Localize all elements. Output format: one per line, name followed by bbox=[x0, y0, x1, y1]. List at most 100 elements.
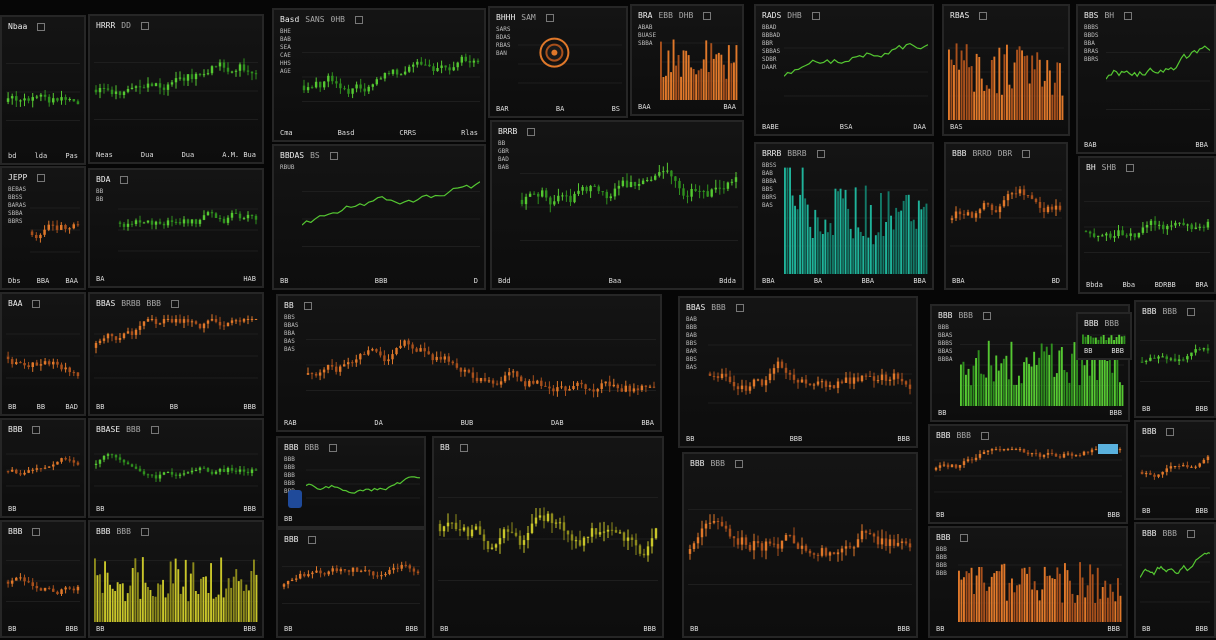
close-icon[interactable] bbox=[1186, 529, 1195, 538]
chart-area[interactable] bbox=[94, 34, 258, 148]
chart-area[interactable] bbox=[958, 546, 1122, 622]
chart-panel-p6[interactable]: RADS DHB BBAD BBBAD BBR SBBAS SDBR DAAR BABE BSA D… bbox=[754, 4, 934, 136]
chart-panel-p34[interactable]: BBB BB BBB bbox=[1134, 420, 1216, 520]
close-icon[interactable] bbox=[545, 13, 554, 22]
close-icon[interactable] bbox=[979, 11, 988, 20]
chart-area[interactable] bbox=[708, 316, 912, 432]
close-icon[interactable] bbox=[1166, 427, 1175, 436]
chart-area[interactable] bbox=[302, 28, 480, 126]
chart-area[interactable] bbox=[118, 188, 258, 272]
close-icon[interactable] bbox=[140, 21, 149, 30]
close-icon[interactable] bbox=[37, 22, 46, 31]
chart-panel-p22[interactable]: BBB BB bbox=[0, 418, 86, 518]
chart-panel-p8[interactable]: JEPP BEBAS BBSS BARAS SBBA BBRS Dbs BBA BAA bbox=[0, 166, 86, 290]
chart-area[interactable] bbox=[660, 24, 738, 100]
chart-area[interactable] bbox=[784, 24, 928, 120]
chart-area[interactable] bbox=[934, 444, 1122, 508]
close-icon[interactable] bbox=[150, 425, 159, 434]
close-icon[interactable] bbox=[354, 15, 363, 24]
chart-area[interactable] bbox=[94, 438, 258, 502]
close-icon[interactable] bbox=[37, 173, 46, 182]
chart-area[interactable] bbox=[688, 472, 912, 622]
chart-panel-p12[interactable]: BH SHB Bbda Bba BDRBB BRA bbox=[1078, 156, 1216, 294]
chart-panel-p19[interactable]: BBAS BBB BAB BBB BAB BBS BAR BBS BAS BB BBB BBB bbox=[678, 296, 918, 448]
close-icon[interactable] bbox=[120, 175, 129, 184]
chart-panel-p33[interactable]: BBB BBB BB BBB bbox=[1076, 312, 1132, 360]
close-icon[interactable] bbox=[32, 425, 41, 434]
chart-panel-p11[interactable]: BRRB BB GBR BAD BAB Bdd Baa Bdda bbox=[490, 120, 744, 290]
chart-area[interactable] bbox=[6, 540, 80, 622]
close-icon[interactable] bbox=[459, 443, 468, 452]
chart-panel-p25[interactable]: BB BB BBB bbox=[432, 436, 664, 638]
chart-panel-p26[interactable]: BBB BBB BB BBB bbox=[682, 452, 918, 638]
close-icon[interactable] bbox=[960, 533, 969, 542]
chart-area[interactable] bbox=[1082, 332, 1126, 344]
chart-panel-p18[interactable]: BB BBS BBAS BBA BAS BAS RAB DA BUB DAB BBA bbox=[276, 294, 662, 432]
chart-area[interactable] bbox=[520, 140, 738, 274]
close-icon[interactable] bbox=[32, 299, 41, 308]
chart-panel-p16[interactable]: BAA BB BB BAD bbox=[0, 292, 86, 416]
close-icon[interactable] bbox=[140, 527, 149, 536]
chart-area[interactable] bbox=[1106, 24, 1210, 138]
chart-area[interactable] bbox=[306, 314, 656, 416]
chart-area[interactable] bbox=[438, 456, 658, 622]
chart-area[interactable] bbox=[302, 164, 480, 274]
chart-area[interactable] bbox=[960, 324, 1124, 406]
chart-area[interactable] bbox=[282, 548, 420, 622]
close-icon[interactable] bbox=[811, 11, 820, 20]
chart-panel-p17[interactable]: BBAS BRBB BBB BB BB BBB bbox=[88, 292, 264, 416]
close-icon[interactable] bbox=[982, 311, 991, 320]
chart-panel-p1[interactable]: Nbaa bd lda Pas bbox=[0, 15, 86, 165]
chart-panel-p31[interactable]: BBB BBB BB BBB bbox=[928, 424, 1128, 524]
chart-area[interactable] bbox=[94, 312, 258, 400]
chart-area[interactable] bbox=[1084, 176, 1210, 278]
close-icon[interactable] bbox=[1186, 307, 1195, 316]
close-icon[interactable] bbox=[328, 443, 337, 452]
chart-area[interactable] bbox=[306, 456, 420, 512]
chart-panel-p5[interactable]: BRA EBB DHB ABAB BUASE SBBA BAA BAA bbox=[630, 4, 744, 116]
chart-area[interactable] bbox=[1140, 320, 1210, 402]
chart-area[interactable] bbox=[1140, 542, 1210, 622]
chart-panel-p7[interactable]: RBAS BAS bbox=[942, 4, 1070, 136]
close-icon[interactable] bbox=[1022, 149, 1031, 158]
chart-panel-p14[interactable]: BBB BRRD DBR BBA BD bbox=[944, 142, 1068, 290]
chart-panel-p28[interactable]: BBB BB BBB bbox=[0, 520, 86, 638]
chart-panel-p3[interactable]: Basd SANS 0HB BHE BAB SEA CAE HHS AGE Cma Basd CRRS… bbox=[272, 8, 486, 142]
close-icon[interactable] bbox=[329, 151, 338, 160]
close-icon[interactable] bbox=[170, 299, 179, 308]
chart-area[interactable] bbox=[6, 35, 80, 149]
close-icon[interactable] bbox=[980, 431, 989, 440]
chart-area[interactable] bbox=[6, 438, 80, 502]
chart-panel-p27[interactable]: BBB BBB BBB BBB BBB BB BBB bbox=[928, 526, 1128, 638]
chart-panel-p30[interactable]: BBB BB BBB bbox=[276, 528, 426, 638]
chart-panel-p13[interactable]: BRRB BBRB BBSS BAB BBBA BBS BBRS BAS BBA BA BBA BBA bbox=[754, 142, 934, 290]
close-icon[interactable] bbox=[816, 149, 825, 158]
close-icon[interactable] bbox=[32, 527, 41, 536]
chart-panel-p35[interactable]: BBB BBB BB BBB bbox=[1134, 522, 1216, 638]
chart-area[interactable] bbox=[30, 186, 80, 274]
close-icon[interactable] bbox=[734, 459, 743, 468]
chart-area[interactable] bbox=[518, 26, 622, 102]
chart-area[interactable] bbox=[784, 162, 928, 274]
close-icon[interactable] bbox=[308, 535, 317, 544]
chart-panel-p32[interactable]: BBB BBB BB BBB bbox=[1134, 300, 1216, 418]
close-icon[interactable] bbox=[527, 127, 536, 136]
close-icon[interactable] bbox=[303, 301, 312, 310]
chart-panel-p4[interactable]: BHHH SAM SARS BDAS RBAS BAN BAR BA BS bbox=[488, 6, 628, 118]
chart-area[interactable] bbox=[94, 540, 258, 622]
close-icon[interactable] bbox=[703, 11, 712, 20]
chart-area[interactable] bbox=[950, 162, 1062, 274]
chart-area[interactable] bbox=[948, 24, 1064, 120]
chart-panel-p9[interactable]: BDA BB BB BA HAB bbox=[88, 168, 264, 288]
close-icon[interactable] bbox=[1124, 11, 1133, 20]
chart-area[interactable] bbox=[1140, 440, 1210, 504]
close-icon[interactable] bbox=[735, 303, 744, 312]
chart-panel-p10[interactable]: BBDAS BS RBUB BB BBB D bbox=[272, 144, 486, 290]
chart-panel-p15[interactable]: BBS BH BBBS BBDS BBA BRAS BBRS BAB BBA bbox=[1076, 4, 1216, 154]
chart-area[interactable] bbox=[6, 312, 80, 400]
chart-panel-p2[interactable]: HRRR DD Neas Dua Dua A.M. Bua bbox=[88, 14, 264, 164]
chart-panel-p29[interactable]: BBB BBB BB BBB bbox=[88, 520, 264, 638]
chart-panel-p23[interactable]: BBASE BBB BB BBB bbox=[88, 418, 264, 518]
close-icon[interactable] bbox=[1126, 163, 1135, 172]
